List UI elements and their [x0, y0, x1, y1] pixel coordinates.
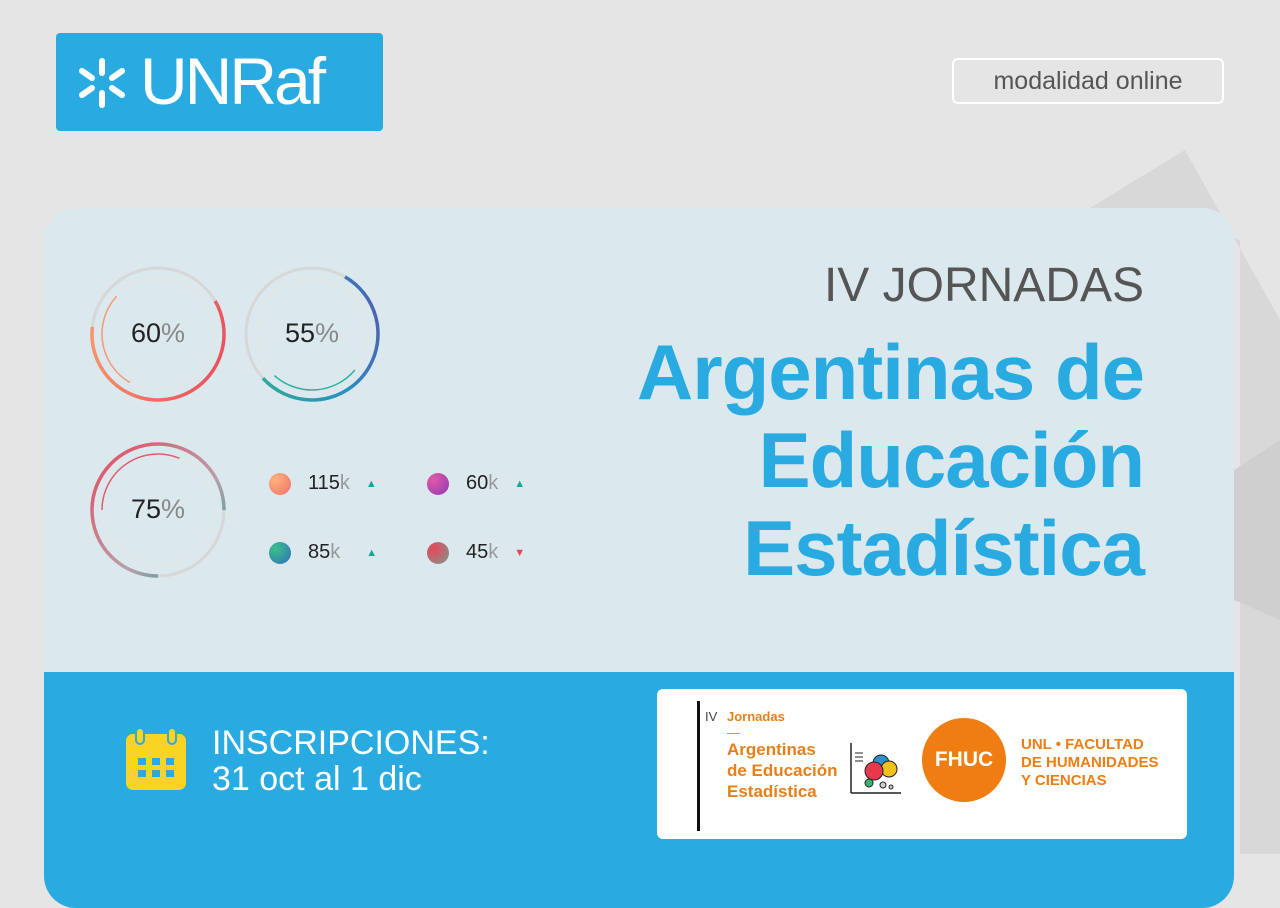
partner-dash: —: [727, 725, 740, 740]
stat-item: 85 k ▲: [269, 541, 377, 564]
stat-dot: [269, 541, 291, 564]
ring-55: [244, 266, 380, 402]
ring-55-label: 55%: [284, 318, 340, 348]
asterisk-logo-icon: [79, 58, 125, 108]
partner-logos: IV Jornadas — Argentinas de Educación Es…: [657, 689, 1187, 839]
partner-jornadas: Jornadas: [727, 709, 785, 724]
unraf-logo[interactable]: UNRaf: [56, 33, 383, 131]
statistics-chart-icon: [850, 743, 901, 794]
partner-event-title: Argentinas de Educación Estadística: [727, 740, 838, 801]
stat-item: 60 k ▲: [427, 472, 525, 495]
stat-item: 115 k ▲: [269, 472, 377, 495]
divider: [697, 701, 700, 831]
event-subtitle: IV JORNADAS: [823, 259, 1144, 312]
partner-iv: IV: [705, 709, 718, 724]
logo-text: UNRaf: [140, 44, 326, 118]
trend-up-icon: ▲: [514, 477, 526, 490]
ring-60-label: 60%: [130, 318, 186, 348]
event-title: Argentinas de Educación Estadística: [636, 328, 1145, 592]
trend-down-icon: ▼: [514, 546, 526, 559]
ring-60: [90, 266, 226, 402]
trend-up-icon: ▲: [366, 546, 378, 559]
unl-faculty-name: UNL • FACULTAD DE HUMANIDADES Y CIENCIAS: [1021, 736, 1159, 789]
fhuc-logo: FHUC: [922, 718, 1006, 802]
trend-up-icon: ▲: [365, 477, 377, 490]
ring-75-label: 75%: [130, 494, 186, 524]
background-shapes: [1090, 150, 1280, 854]
stat-dot: [269, 472, 291, 495]
ring-75: [90, 442, 226, 578]
stat-dot: [427, 541, 449, 564]
modality-badge: modalidad online: [952, 58, 1224, 104]
stat-item: 45 k ▼: [427, 541, 525, 564]
calendar-icon: [126, 727, 186, 790]
event-card: 60% 55% 75% 115 k ▲ 60 k ▲ 85 k ▲ 45 k: [44, 208, 1234, 908]
stat-dot: [427, 472, 449, 495]
registration-info: INSCRIPCIONES: 31 oct al 1 dic: [212, 724, 490, 798]
